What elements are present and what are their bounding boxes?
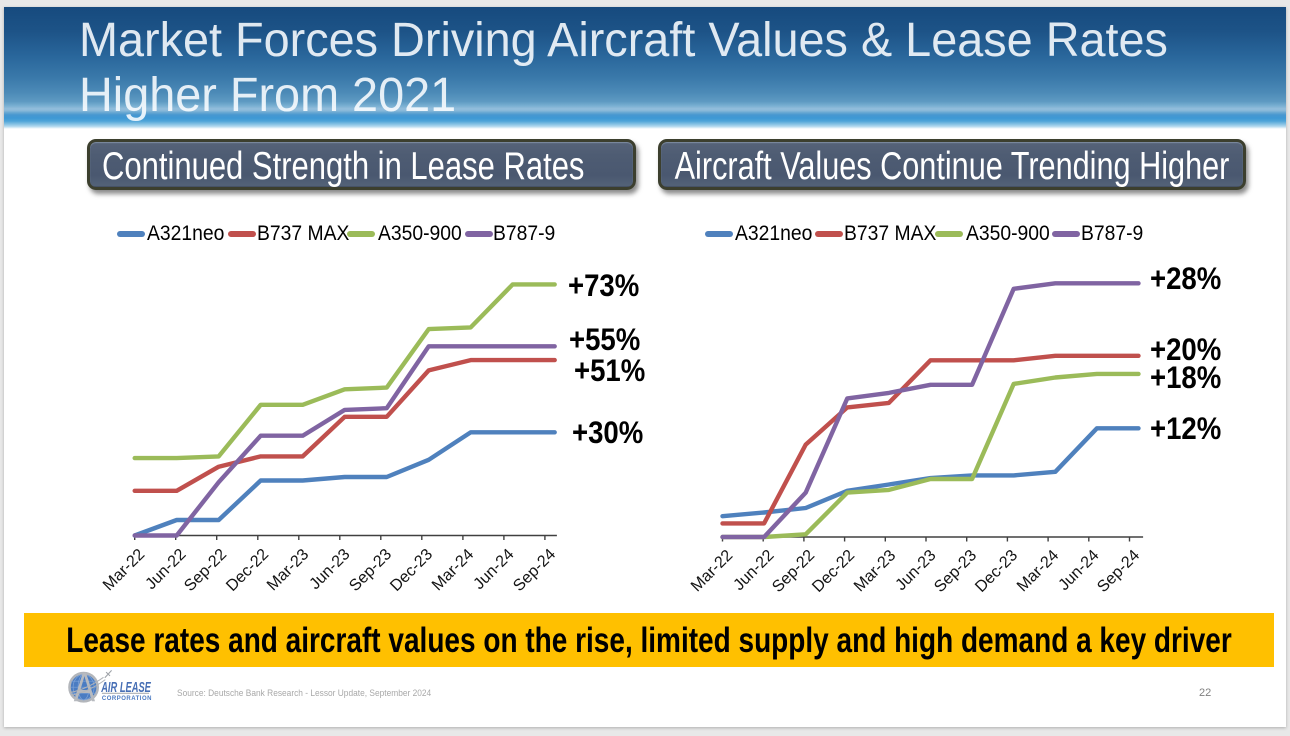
svg-text:CORPORATION: CORPORATION	[102, 696, 152, 702]
svg-text:AIR LEASE: AIR LEASE	[100, 679, 151, 696]
svg-text:A: A	[74, 664, 96, 710]
